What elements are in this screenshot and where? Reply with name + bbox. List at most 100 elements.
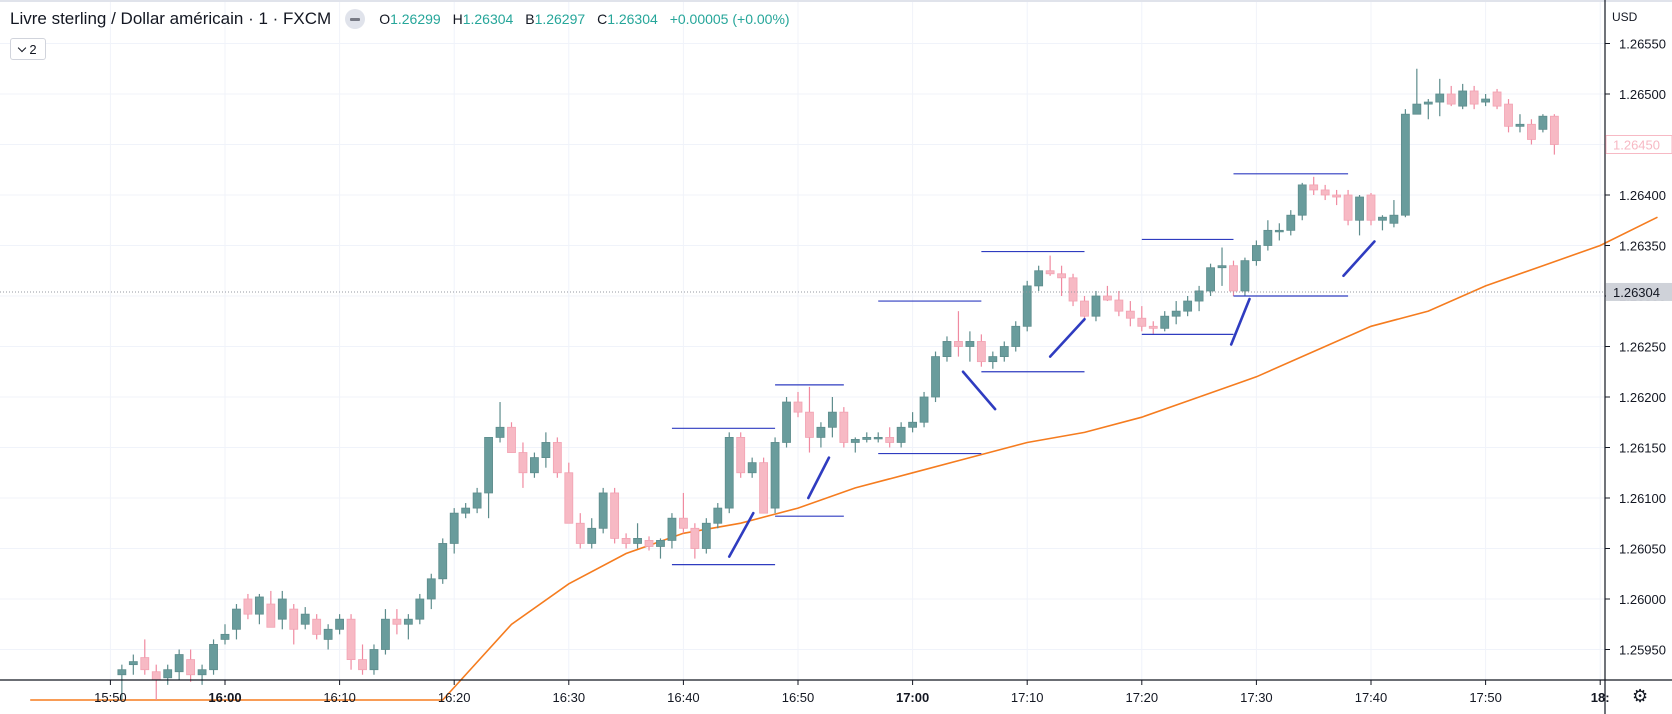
moving-average-layer bbox=[30, 216, 1658, 701]
candle-body bbox=[209, 644, 218, 671]
candle-body bbox=[163, 669, 173, 679]
candle-body bbox=[1355, 196, 1364, 221]
symbol-legend: Livre sterling / Dollar américain · 1 · … bbox=[10, 9, 790, 29]
candle-body bbox=[1527, 123, 1536, 140]
candle-body bbox=[770, 442, 780, 509]
candle-body bbox=[426, 578, 436, 600]
candle-body bbox=[254, 596, 264, 615]
candle-body bbox=[415, 598, 425, 620]
candle-body bbox=[988, 356, 998, 363]
candle-body bbox=[621, 538, 631, 544]
candle-body bbox=[862, 436, 872, 440]
candle-body bbox=[931, 356, 940, 398]
x-tick-label: 17:20 bbox=[1126, 690, 1159, 705]
candle-body bbox=[1263, 229, 1273, 246]
candle-body bbox=[197, 669, 207, 676]
candle-body bbox=[667, 517, 677, 541]
candle-body bbox=[1446, 93, 1456, 105]
candle-body bbox=[564, 472, 574, 524]
candle-body bbox=[942, 341, 952, 358]
x-tick-label: 17:30 bbox=[1240, 690, 1273, 705]
candle-body bbox=[495, 426, 505, 438]
candle-body bbox=[656, 540, 665, 547]
candle-body bbox=[128, 661, 138, 666]
candle-body bbox=[919, 396, 929, 423]
trend-line bbox=[1229, 297, 1251, 346]
candle-body bbox=[1057, 273, 1066, 279]
candle-body bbox=[1389, 214, 1399, 224]
candle-body bbox=[701, 522, 711, 549]
candle-body bbox=[885, 436, 895, 443]
x-tick-label: 17:10 bbox=[1011, 690, 1044, 705]
trend-line bbox=[727, 511, 755, 558]
indicators-toggle-button[interactable]: 2 bbox=[10, 38, 46, 60]
candle-body bbox=[679, 517, 688, 529]
open-key: O bbox=[379, 11, 391, 27]
candle-body bbox=[782, 401, 791, 443]
currency-selector[interactable]: USD bbox=[1612, 10, 1638, 24]
y-tick-label: 1.26050 bbox=[1619, 542, 1666, 557]
candle-body bbox=[839, 411, 849, 443]
candle-body bbox=[908, 421, 917, 428]
candle-body bbox=[1400, 113, 1410, 216]
candle-body bbox=[449, 512, 459, 544]
candle-body bbox=[1125, 310, 1135, 319]
x-tick-label: 16:50 bbox=[782, 690, 815, 705]
last-price-label-bg bbox=[1605, 135, 1672, 154]
trend-line bbox=[807, 456, 831, 500]
x-tick-label: 16:00 bbox=[208, 690, 241, 705]
candle-body bbox=[644, 540, 654, 547]
candle-body bbox=[300, 613, 310, 625]
candle-body bbox=[1160, 315, 1170, 329]
candle-body bbox=[335, 618, 345, 630]
candle-body bbox=[151, 671, 161, 681]
x-tick-label: 16:20 bbox=[438, 690, 471, 705]
last-price-label: 1.26450 bbox=[1613, 138, 1660, 153]
candle-body bbox=[1297, 184, 1307, 216]
candle-body bbox=[965, 341, 975, 347]
candle-body bbox=[174, 654, 184, 673]
current-price-label: 1.26304 bbox=[1613, 285, 1660, 300]
candle-body bbox=[1045, 270, 1055, 275]
y-tick-label: 1.26250 bbox=[1619, 340, 1666, 355]
x-tick-label: 17:50 bbox=[1469, 690, 1502, 705]
y-tick-label: 1.25950 bbox=[1619, 643, 1666, 658]
candle-body bbox=[1103, 295, 1112, 301]
candle-body bbox=[827, 411, 837, 428]
candle-body bbox=[690, 527, 700, 549]
candle-body bbox=[1469, 90, 1479, 105]
candle-body bbox=[1217, 265, 1227, 269]
y-tick-label: 1.26400 bbox=[1619, 188, 1666, 203]
candle-body bbox=[403, 618, 413, 625]
y-tick-label: 1.26000 bbox=[1619, 592, 1666, 607]
trend-line bbox=[961, 370, 997, 411]
candle-body bbox=[896, 426, 906, 443]
candle-body bbox=[1240, 260, 1250, 292]
drawings-layer[interactable] bbox=[671, 173, 1376, 566]
candle-body bbox=[1481, 98, 1490, 103]
candle-body bbox=[243, 598, 253, 615]
candle-body bbox=[976, 341, 986, 363]
current-price-label-bg bbox=[1606, 282, 1672, 301]
candle-body bbox=[1538, 115, 1548, 130]
high-value: 1.26304 bbox=[462, 11, 514, 27]
candle-body bbox=[724, 436, 734, 509]
gear-icon[interactable]: ⚙ bbox=[1632, 686, 1649, 706]
indicators-count: 2 bbox=[29, 41, 37, 57]
candle-body bbox=[1320, 189, 1330, 196]
candle-body bbox=[186, 659, 196, 676]
candle-body bbox=[1515, 123, 1525, 127]
candle-body bbox=[461, 507, 471, 514]
candle-body bbox=[472, 492, 482, 509]
candle-body bbox=[759, 462, 769, 514]
symbol-title[interactable]: Livre sterling / Dollar américain · 1 · … bbox=[10, 9, 332, 28]
y-tick-label: 1.26350 bbox=[1619, 239, 1666, 254]
candle-body bbox=[633, 538, 642, 544]
hide-icon[interactable] bbox=[345, 9, 366, 29]
x-tick-label: 16:40 bbox=[667, 690, 700, 705]
candle-body bbox=[1137, 317, 1147, 327]
candle-body bbox=[518, 452, 528, 474]
candle-body bbox=[381, 618, 390, 650]
low-value: 1.26297 bbox=[534, 11, 586, 27]
